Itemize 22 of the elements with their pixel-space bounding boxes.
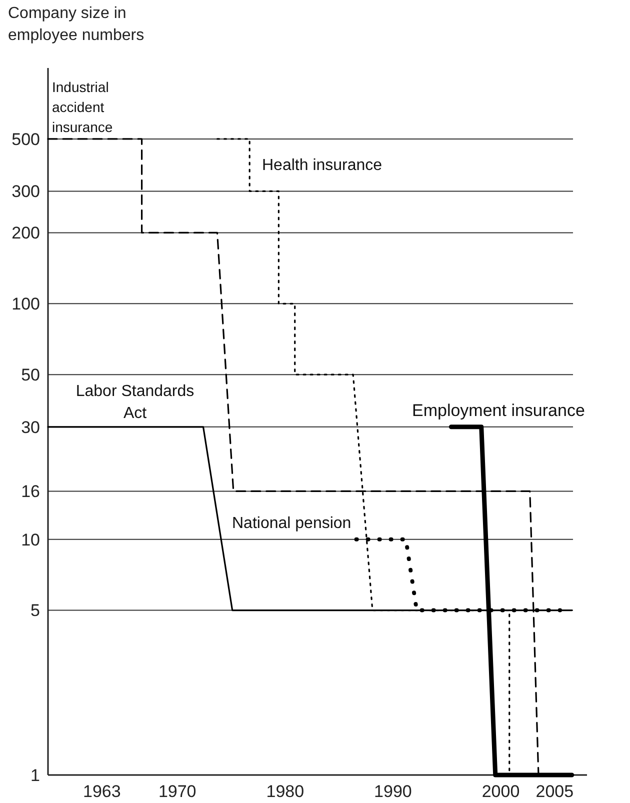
- y-tick-label: 10: [21, 530, 40, 550]
- x-tick-label: 1980: [266, 782, 304, 801]
- y-tick-label: 30: [21, 418, 40, 437]
- x-tick-label: 1970: [158, 782, 196, 801]
- series-label: Employment insurance: [412, 401, 585, 420]
- series-label: Industrial accident insurance: [52, 79, 113, 135]
- x-tick-label: 2000: [482, 782, 520, 801]
- y-tick-label: 1: [30, 766, 40, 785]
- y-tick-label: 100: [12, 294, 40, 314]
- x-tick-label: 2005: [536, 782, 574, 801]
- series-label: Health insurance: [262, 157, 382, 174]
- y-tick-label: 5: [30, 601, 40, 620]
- y-axis-title: Company size in employee numbers: [8, 5, 144, 44]
- y-tick-label: 300: [12, 182, 40, 202]
- y-tick-label: 500: [12, 130, 40, 149]
- series-label: National pension: [232, 515, 352, 532]
- series-label: Labor Standards Act: [76, 383, 194, 422]
- y-tick-label: 200: [12, 224, 40, 243]
- x-tick-label: 1990: [374, 782, 412, 801]
- y-tick-label: 16: [21, 482, 40, 502]
- x-tick-label: 1963: [82, 782, 121, 801]
- y-tick-label: 50: [21, 366, 40, 385]
